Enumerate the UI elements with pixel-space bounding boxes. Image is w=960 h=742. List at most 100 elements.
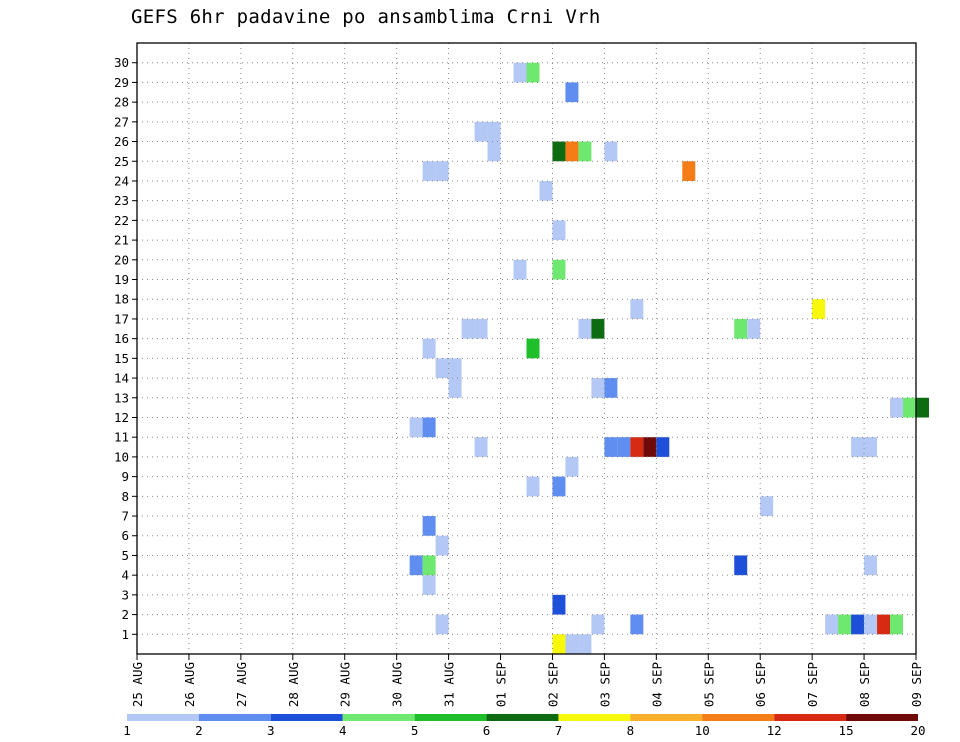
data-cell (487, 141, 501, 162)
y-tick-label: 6 (121, 528, 129, 543)
colorbar-swatch (198, 714, 271, 721)
x-tick-label: 09 SEP (909, 662, 924, 707)
x-tick-label: 30 AUG (390, 662, 405, 707)
colorbar-label: 10 (695, 723, 710, 738)
x-tick-label: 31 AUG (442, 662, 457, 707)
data-cell (552, 141, 566, 162)
data-cell (526, 476, 540, 497)
data-cell (903, 397, 916, 418)
data-cell (591, 614, 605, 635)
data-cell (552, 594, 566, 615)
x-tick-label: 05 SEP (701, 662, 716, 707)
data-cell (916, 397, 929, 418)
colorbar-label: 12 (767, 723, 782, 738)
y-tick-label: 9 (121, 469, 129, 484)
plot-frame (136, 42, 917, 655)
x-tick-label: 02 SEP (545, 662, 560, 707)
data-cell (643, 437, 657, 457)
data-cell (890, 614, 904, 635)
data-cell (604, 141, 618, 162)
data-cell (630, 437, 644, 457)
data-cell (552, 634, 566, 654)
colorbar-label: 5 (411, 723, 419, 738)
data-cell (422, 338, 436, 359)
y-tick-label: 30 (114, 55, 129, 70)
data-cell (630, 614, 644, 635)
data-cell (591, 378, 605, 398)
data-cell (734, 318, 748, 339)
colorbar-swatch (414, 714, 487, 721)
colorbar-swatch (702, 714, 775, 721)
y-tick-label: 25 (114, 154, 129, 169)
data-cell (851, 437, 865, 457)
y-tick-label: 3 (121, 587, 129, 602)
y-tick-label: 8 (121, 489, 129, 504)
y-tick-label: 11 (114, 430, 129, 445)
x-tick-label: 03 SEP (597, 662, 612, 707)
x-tick-label: 01 SEP (494, 662, 509, 707)
data-cell (890, 397, 904, 418)
data-cell (812, 299, 826, 319)
y-tick-label: 24 (114, 173, 129, 188)
data-cell (474, 318, 488, 339)
colorbar-label: 6 (483, 723, 491, 738)
y-tick-label: 13 (114, 390, 129, 405)
y-tick-label: 4 (121, 568, 129, 583)
x-tick-label: 27 AUG (234, 662, 249, 707)
data-cell (734, 555, 748, 576)
data-cell (552, 259, 566, 280)
data-cell (422, 516, 436, 536)
y-tick-label: 21 (114, 233, 129, 248)
data-cell (448, 358, 462, 379)
colorbar-swatch (127, 714, 199, 721)
y-tick-label: 26 (114, 134, 129, 149)
y-tick-label: 16 (114, 331, 129, 346)
colorbar-swatch (342, 714, 415, 721)
y-tick-label: 17 (114, 311, 129, 326)
data-cell (526, 338, 540, 359)
data-cell (565, 141, 579, 162)
data-cell (448, 378, 462, 398)
y-tick-label: 7 (121, 509, 129, 524)
x-tick-label: 28 AUG (286, 662, 301, 707)
data-cell (565, 456, 579, 477)
data-cell (864, 555, 878, 576)
data-cell (578, 318, 592, 339)
colorbar-swatch (558, 714, 631, 721)
x-tick-label: 04 SEP (649, 662, 664, 707)
data-cell (435, 614, 449, 635)
data-cell (565, 634, 579, 654)
y-tick-label: 28 (114, 95, 129, 110)
data-cell (604, 437, 618, 457)
data-cell (747, 318, 761, 339)
data-cell (578, 634, 592, 654)
data-cell (409, 417, 423, 438)
colorbar-label: 3 (267, 723, 275, 738)
data-cell (825, 614, 839, 635)
y-tick-label: 10 (114, 449, 129, 464)
colorbar-swatch (270, 714, 343, 721)
x-tick-label: 07 SEP (805, 662, 820, 707)
data-cell (591, 318, 605, 339)
data-cell (877, 614, 891, 635)
y-tick-label: 12 (114, 410, 129, 425)
y-tick-label: 18 (114, 292, 129, 307)
data-cell (422, 575, 436, 595)
data-cell (864, 614, 878, 635)
data-cell (435, 161, 449, 181)
colorbar-label: 20 (910, 723, 925, 738)
y-tick-label: 29 (114, 75, 129, 90)
data-cell (513, 259, 527, 280)
y-tick-label: 1 (121, 627, 129, 642)
colorbar-label: 15 (839, 723, 854, 738)
colorbar-label: 7 (555, 723, 563, 738)
data-cell (565, 82, 579, 103)
y-tick-label: 27 (114, 114, 129, 129)
data-cell (604, 378, 618, 398)
y-tick-label: 23 (114, 193, 129, 208)
x-tick-label: 06 SEP (753, 662, 768, 707)
x-tick-label: 08 SEP (857, 662, 872, 707)
data-cell (435, 535, 449, 556)
data-cell (422, 417, 436, 438)
colorbar-swatch (630, 714, 703, 721)
